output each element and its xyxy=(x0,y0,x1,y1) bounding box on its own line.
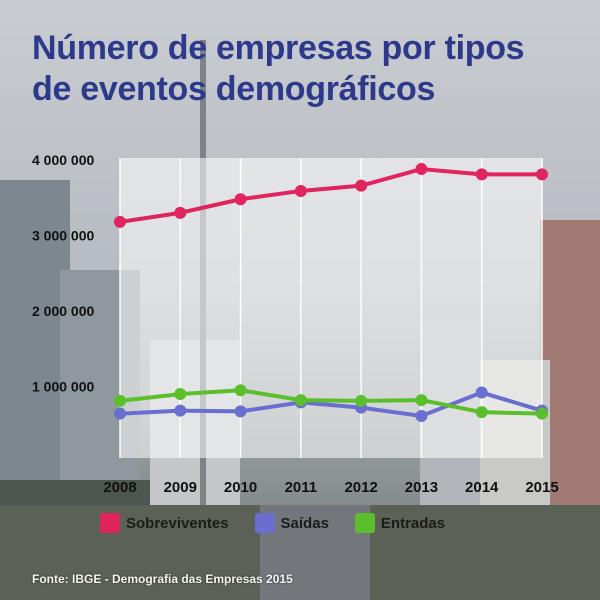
data-point-entradas-2013 xyxy=(415,394,428,407)
data-point-sobreviventes-2010 xyxy=(234,193,247,206)
x-tick-label: 2011 xyxy=(285,479,318,496)
chart-title: Número de empresas por tipos de eventos … xyxy=(32,28,572,110)
legend-item-entradas: Entradas xyxy=(354,513,446,533)
legend-swatch-saidas xyxy=(254,513,275,533)
data-point-sobreviventes-2009 xyxy=(174,206,187,219)
chart-title-line-1: Número de empresas por tipos xyxy=(32,29,525,67)
data-point-sobreviventes-2011 xyxy=(294,184,307,197)
legend-label-sobreviventes: Sobreviventes xyxy=(126,514,229,532)
source-note: Fonte: IBGE - Demografia das Empresas 20… xyxy=(32,572,293,586)
data-point-entradas-2008 xyxy=(114,394,126,407)
data-point-saídas-2008 xyxy=(114,407,126,420)
legend-item-sobreviventes: Sobreviventes xyxy=(100,513,229,533)
data-point-entradas-2011 xyxy=(294,394,307,407)
data-point-saídas-2013 xyxy=(415,409,428,422)
series-line-sobreviventes xyxy=(119,167,542,224)
data-point-saídas-2009 xyxy=(174,404,187,417)
x-tick-label: 2012 xyxy=(344,479,377,496)
plot-area xyxy=(120,158,542,458)
x-tick-label: 2009 xyxy=(164,479,197,496)
data-point-saídas-2010 xyxy=(234,405,247,418)
y-tick-label: 3 000 000 xyxy=(32,228,94,244)
x-tick-label: 2008 xyxy=(103,479,136,496)
legend-label-saidas: Saídas xyxy=(280,514,329,532)
data-point-entradas-2009 xyxy=(174,388,187,401)
y-tick-label: 1 000 000 xyxy=(32,379,94,395)
x-tick-label: 2014 xyxy=(465,479,499,496)
series-line-entradas xyxy=(119,388,543,416)
legend: Sobreviventes Saídas Entradas xyxy=(100,513,471,533)
x-tick-label: 2013 xyxy=(405,479,438,496)
data-point-entradas-2010 xyxy=(234,384,247,397)
y-tick-label: 4 000 000 xyxy=(32,152,94,168)
data-point-saídas-2014 xyxy=(475,386,488,399)
data-point-sobreviventes-2013 xyxy=(415,163,428,176)
x-tick-label: 2015 xyxy=(525,479,558,496)
data-point-entradas-2014 xyxy=(475,406,488,419)
data-point-sobreviventes-2008 xyxy=(114,215,126,228)
x-tick-label: 2010 xyxy=(224,479,257,496)
series-line-saídas xyxy=(119,390,543,418)
legend-swatch-entradas xyxy=(354,513,375,533)
legend-label-entradas: Entradas xyxy=(380,514,446,532)
data-point-sobreviventes-2012 xyxy=(355,179,368,192)
legend-swatch-sobreviventes xyxy=(100,513,120,533)
data-point-sobreviventes-2014 xyxy=(475,168,488,181)
data-point-entradas-2012 xyxy=(355,394,368,407)
chart-title-line-2: de eventos demográficos xyxy=(32,70,436,108)
data-point-entradas-2015 xyxy=(536,407,548,420)
y-tick-label: 2 000 000 xyxy=(32,303,94,319)
data-point-sobreviventes-2015 xyxy=(536,168,548,181)
legend-item-saidas: Saídas xyxy=(254,513,329,533)
